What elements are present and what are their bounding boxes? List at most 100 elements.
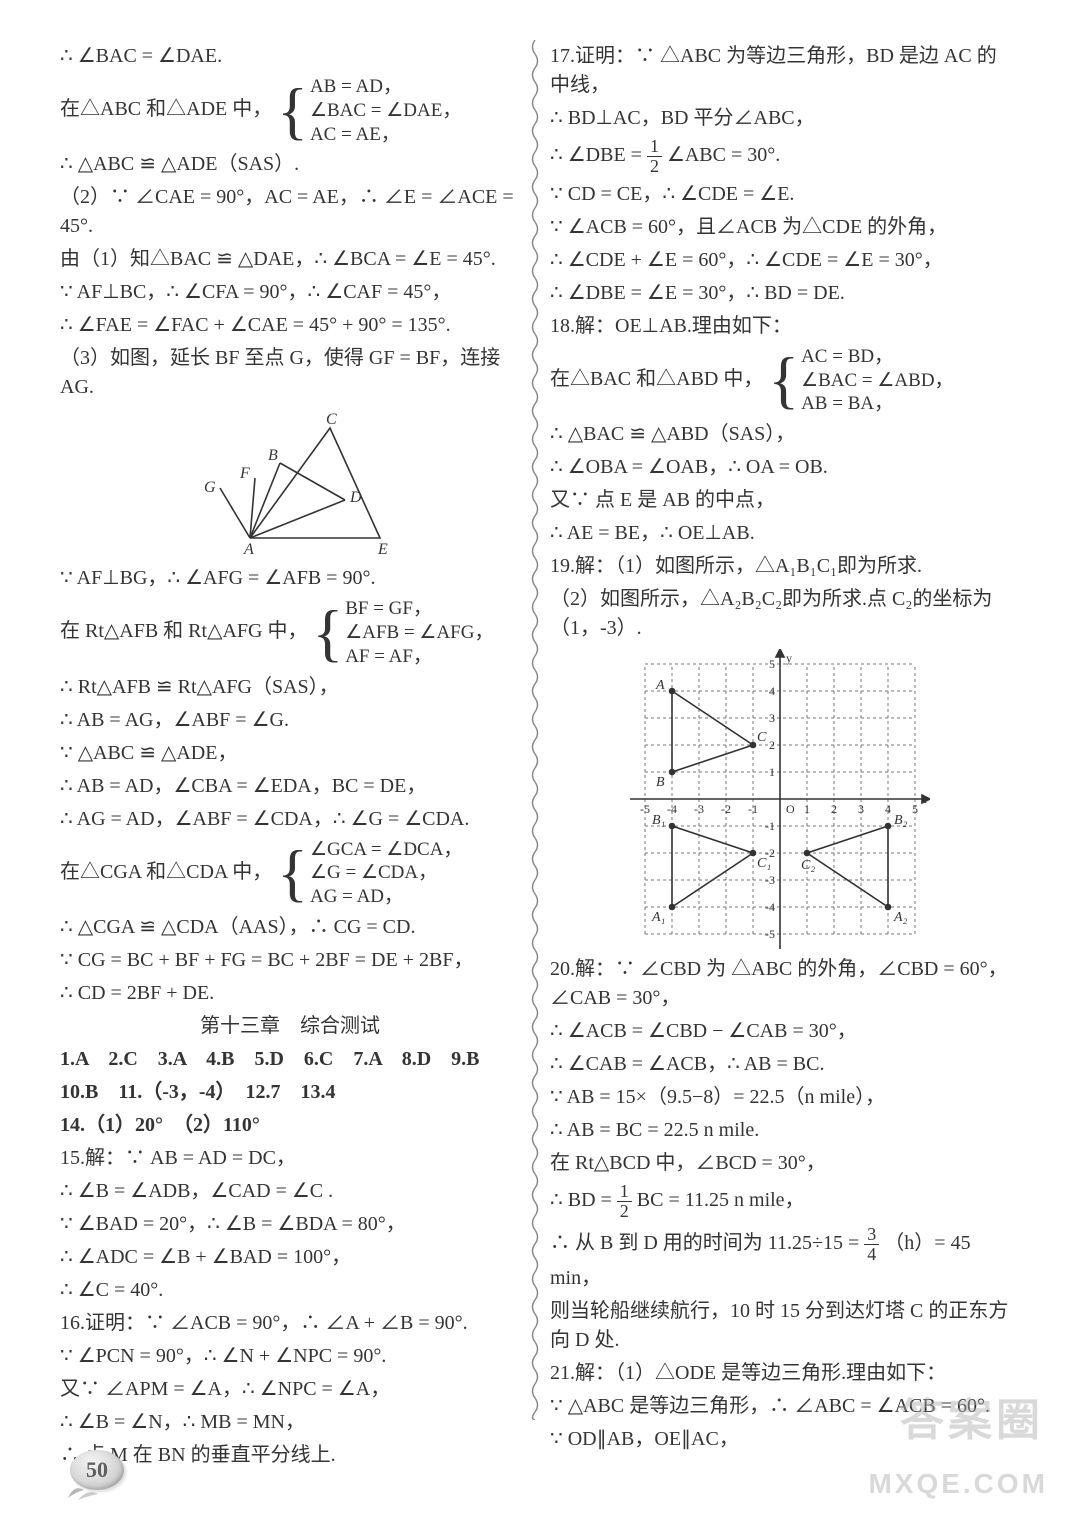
text-line: ∴ ∠CAB = ∠ACB，∴ AB = BC. <box>550 1050 1010 1079</box>
left-brace-icon: { <box>277 95 308 127</box>
text-line: ∴ ∠C = 40°. <box>60 1276 520 1305</box>
text-line: ∴ 从 B 到 D 用的时间为 11.25÷15 = 3 4 （h）= 45 m… <box>550 1225 1010 1293</box>
text-line: ∴ △ABC ≌ △ADE（SAS）. <box>60 150 520 179</box>
text: ∴ ∠DBE = <box>550 144 647 166</box>
text-line: （2）∵ ∠CAE = 90°，AC = AE，∴ ∠E = ∠ACE = 45… <box>60 183 520 241</box>
text-line: 在△CGA 和△CDA 中， { ∠GCA = ∠DCA， ∠G = ∠CDA，… <box>60 838 520 909</box>
svg-text:A₁: A₁ <box>651 910 665 925</box>
numerator: 1 <box>647 137 662 157</box>
svg-text:5: 5 <box>912 802 918 816</box>
text-line: ∵ AF⊥BG，∴ ∠AFG = ∠AFB = 90°. <box>60 564 520 593</box>
text: ∴ 从 B 到 D 用的时间为 11.25÷15 = <box>550 1232 864 1254</box>
brace-line: AB = AD， <box>310 75 461 99</box>
svg-text:1: 1 <box>804 802 810 816</box>
text-line: ∵ CD = CE，∴ ∠CDE = ∠E. <box>550 180 1010 209</box>
text: 在△BAC 和△ABD 中， <box>550 368 763 390</box>
denominator: 4 <box>864 1245 879 1264</box>
text-line: （2）如图所示，△A₂B₂C₂即为所求.点 C₂的坐标为（1，-3）. <box>550 585 1010 643</box>
svg-text:4: 4 <box>885 802 891 816</box>
svg-text:A₂: A₂ <box>893 910 908 925</box>
column-separator <box>520 40 550 1420</box>
text-line: 21.解：（1）△ODE 是等边三角形.理由如下： <box>550 1359 1010 1388</box>
brace-system: { BF = GF， ∠AFB = ∠AFG， AF = AF， <box>312 597 493 668</box>
brace-line: ∠BAC = ∠ABD， <box>801 369 953 393</box>
text-line: 16.证明：∵ ∠ACB = 90°，∴ ∠A + ∠B = 90°. <box>60 1309 520 1338</box>
text-line: 在△BAC 和△ABD 中， { AC = BD， ∠BAC = ∠ABD， A… <box>550 345 1010 416</box>
svg-text:3: 3 <box>769 711 775 725</box>
svg-text:-2: -2 <box>721 802 731 816</box>
left-brace-icon: { <box>768 364 799 396</box>
svg-text:O: O <box>786 802 795 816</box>
text-line: ∴ CD = 2BF + DE. <box>60 979 520 1008</box>
brace-line: ∠G = ∠CDA， <box>310 861 462 885</box>
brace-line: AG = AD， <box>310 885 462 909</box>
text-line: ∵ ∠PCN = 90°，∴ ∠N + ∠NPC = 90°. <box>60 1342 520 1371</box>
svg-text:C: C <box>757 730 767 745</box>
text-line: ∴ AB = AG，∠ABF = ∠G. <box>60 706 520 735</box>
svg-text:2: 2 <box>831 802 837 816</box>
text-line: ∴ ∠BAC = ∠DAE. <box>60 42 520 71</box>
figure-triangle-abcde: A B C D E F G <box>60 408 520 558</box>
text-line: ∴ ∠DBE = ∠E = 30°，∴ BD = DE. <box>550 279 1010 308</box>
text-line: ∵ OD∥AB，OE∥AC， <box>550 1425 1010 1454</box>
fraction: 3 4 <box>864 1225 879 1264</box>
fraction: 1 2 <box>617 1182 632 1221</box>
text-line: 在 Rt△BCD 中，∠BCD = 30°， <box>550 1149 1010 1178</box>
brace-line: BF = GF， <box>345 597 493 621</box>
brace-line: ∠BAC = ∠DAE， <box>310 99 461 123</box>
svg-text:2: 2 <box>769 738 775 752</box>
text-line: ∴ AB = AD，∠CBA = ∠EDA，BC = DE， <box>60 772 520 801</box>
text-line: ∴ AB = BC = 22.5 n mile. <box>550 1116 1010 1145</box>
label-E: E <box>377 541 388 558</box>
brace-line: AC = BD， <box>801 345 953 369</box>
right-column: 17.证明：∵ △ABC 为等边三角形，BD 是边 AC 的中线， ∴ BD⊥A… <box>550 40 1010 1420</box>
text-line: 又∵ 点 E 是 AB 的中点， <box>550 486 1010 515</box>
leaf-icon <box>64 1480 100 1502</box>
svg-text:4: 4 <box>769 684 775 698</box>
text: 在△CGA 和△CDA 中， <box>60 861 272 883</box>
svg-text:y: y <box>786 651 792 665</box>
numerator: 3 <box>864 1225 879 1245</box>
answers: 1.A 2.C 3.A 4.B 5.D 6.C 7.A 8.D 9.B <box>60 1048 479 1070</box>
answers: 14.（1）20° （2）110° <box>60 1114 260 1136</box>
text-line: ∴ ∠CDE + ∠E = 60°，∴ ∠CDE = ∠E = 30°， <box>550 246 1010 275</box>
svg-text:B: B <box>656 775 665 790</box>
brace-system: { AB = AD， ∠BAC = ∠DAE， AC = AE， <box>277 75 461 146</box>
text: ∴ BD = <box>550 1189 617 1211</box>
text-line: ∵ AB = 15×（9.5−8）= 22.5（n mile）， <box>550 1083 1010 1112</box>
figure-coordinate-grid: -5-4-3-2-112345-5-4-3-2-112345Oxy ABCA₁B… <box>550 649 1010 949</box>
svg-text:C₁: C₁ <box>757 856 771 871</box>
text-line: ∴ AG = AD，∠ABF = ∠CDA，∴ ∠G = ∠CDA. <box>60 805 520 834</box>
text-line: ∴ BD = 1 2 BC = 11.25 n mile， <box>550 1182 1010 1221</box>
text-line: 由（1）知△BAC ≌ △DAE，∴ ∠BCA = ∠E = 45°. <box>60 245 520 274</box>
svg-text:-4: -4 <box>667 802 677 816</box>
svg-text:-4: -4 <box>765 900 775 914</box>
svg-text:C₂: C₂ <box>801 858 815 873</box>
svg-text:B₁: B₁ <box>652 813 665 828</box>
text-line: ∴ ∠B = ∠ADB，∠CAD = ∠C . <box>60 1177 520 1206</box>
answer-line: 1.A 2.C 3.A 4.B 5.D 6.C 7.A 8.D 9.B <box>60 1045 520 1074</box>
text-line: 15.解：∵ AB = AD = DC， <box>60 1144 520 1173</box>
text: 在△ABC 和△ADE 中， <box>60 98 272 120</box>
svg-text:A: A <box>655 678 665 693</box>
denominator: 2 <box>617 1202 632 1221</box>
answer-line: 14.（1）20° （2）110° <box>60 1111 520 1140</box>
fraction: 1 2 <box>647 137 662 176</box>
text-line: ∴ △CGA ≌ △CDA（AAS），∴ CG = CD. <box>60 913 520 942</box>
text-line: ∵ CG = BC + BF + FG = BC + 2BF = DE + 2B… <box>60 946 520 975</box>
text-line: 18.解：OE⊥AB.理由如下： <box>550 312 1010 341</box>
svg-text:1: 1 <box>769 765 775 779</box>
text-line: ∴ △BAC ≌ △ABD（SAS）， <box>550 420 1010 449</box>
svg-text:-3: -3 <box>765 873 775 887</box>
svg-text:-1: -1 <box>748 802 758 816</box>
text-line: ∵ ∠ACB = 60°，且∠ACB 为△CDE 的外角， <box>550 213 1010 242</box>
brace-system: { ∠GCA = ∠DCA， ∠G = ∠CDA， AG = AD， <box>277 838 462 909</box>
text: BC = 11.25 n mile， <box>637 1189 805 1211</box>
page: ∴ ∠BAC = ∠DAE. 在△ABC 和△ADE 中， { AB = AD，… <box>0 0 1072 1536</box>
label-F: F <box>239 465 250 482</box>
text-line: 在 Rt△AFB 和 Rt△AFG 中， { BF = GF， ∠AFB = ∠… <box>60 597 520 668</box>
text-line: ∴ ∠FAE = ∠FAC + ∠CAE = 45° + 90° = 135°. <box>60 311 520 340</box>
text-line: ∴ BD⊥AC，BD 平分∠ABC， <box>550 104 1010 133</box>
text-line: ∵ ∠BAD = 20°，∴ ∠B = ∠BDA = 80°， <box>60 1210 520 1239</box>
text-line: ∴ ∠ACB = ∠CBD − ∠CAB = 30°， <box>550 1017 1010 1046</box>
